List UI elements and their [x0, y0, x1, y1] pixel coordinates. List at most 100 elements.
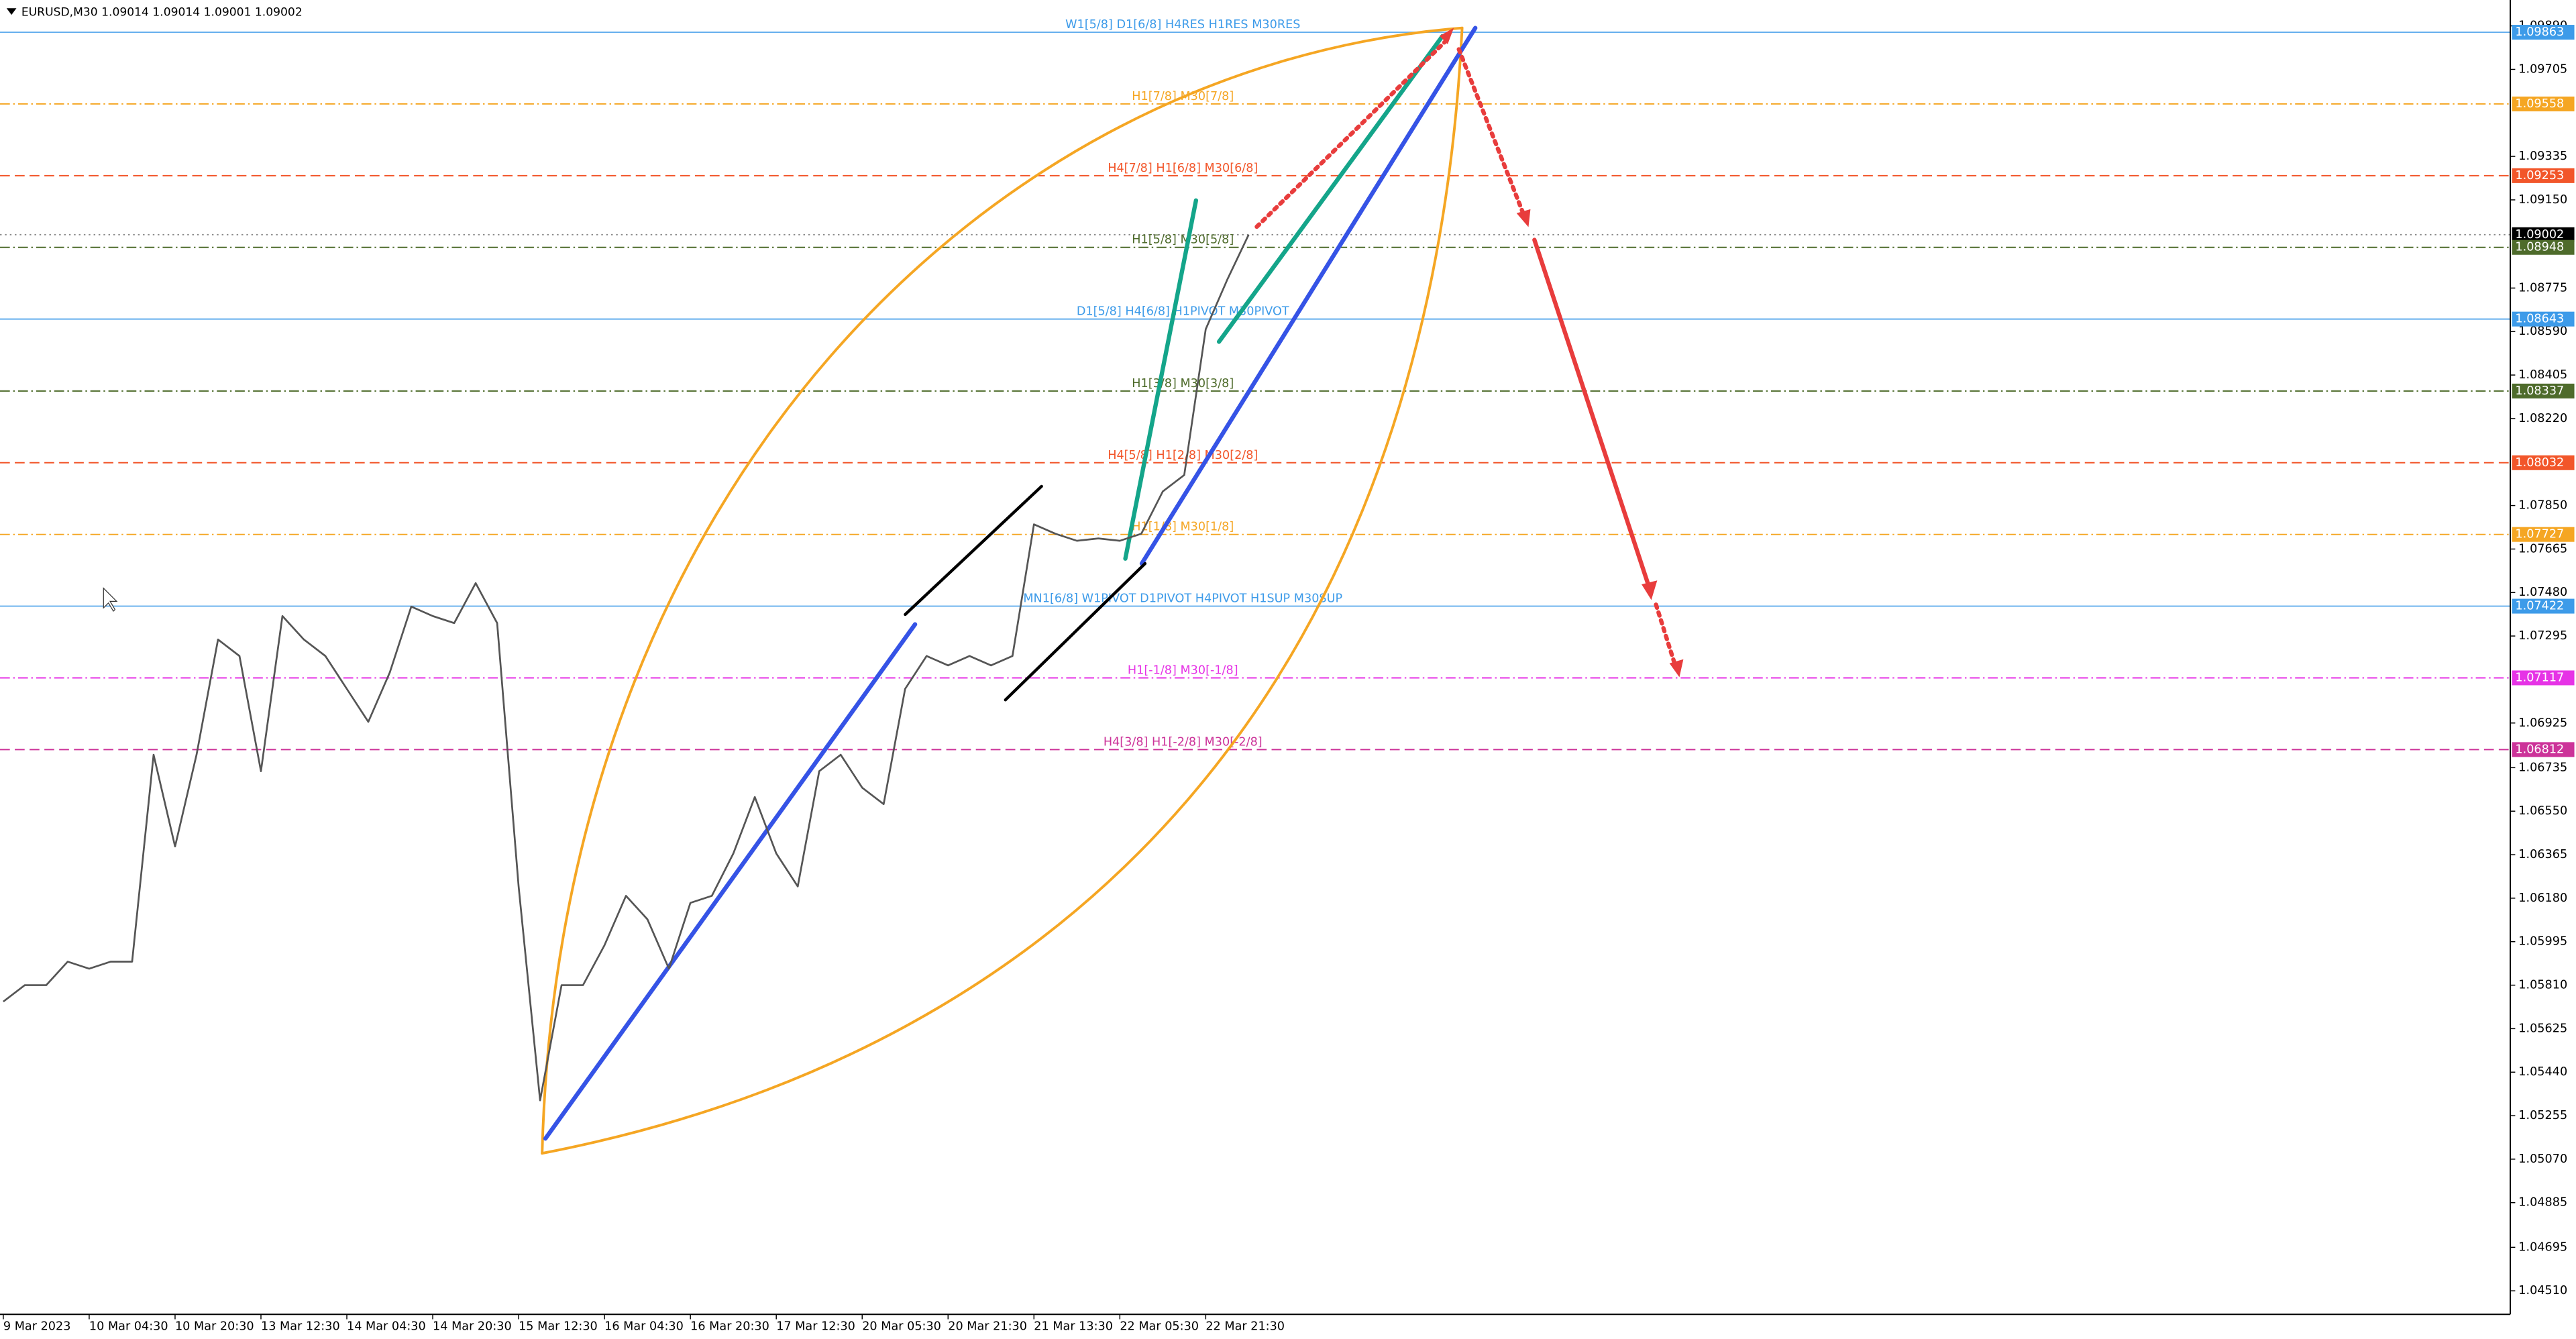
- y-tick-label: 1.04885: [2518, 1196, 2567, 1210]
- wave-line: [1216, 34, 1445, 344]
- x-tick-label: 10 Mar 04:30: [89, 1320, 168, 1334]
- price-box: [2512, 383, 2575, 398]
- y-tick-label: 1.06180: [2518, 892, 2567, 905]
- x-tick-label: 9 Mar 2023: [3, 1320, 71, 1334]
- price-box: [2512, 239, 2575, 255]
- price-box-label: 1.09253: [2515, 169, 2564, 182]
- x-tick-label: 20 Mar 21:30: [948, 1320, 1027, 1334]
- price-box: [2512, 227, 2575, 242]
- y-tick-label: 1.07850: [2518, 499, 2567, 513]
- price-box-label: 1.08643: [2515, 313, 2564, 326]
- y-tick-label: 1.07665: [2518, 542, 2567, 555]
- y-tick-label: 1.08405: [2518, 368, 2567, 382]
- forecast-arrow: [1654, 602, 1678, 670]
- y-tick-label: 1.05070: [2518, 1153, 2567, 1166]
- y-tick-label: 1.06735: [2518, 761, 2567, 774]
- mouse-cursor: [103, 587, 118, 612]
- level-text: H4[3/8] H1[-2/8] M30[-2/8]: [1104, 735, 1263, 749]
- x-tick-label: 13 Mar 12:30: [261, 1320, 340, 1334]
- level-text: D1[5/8] H4[6/8] H1PIVOT M30PIVOT: [1077, 305, 1289, 319]
- drawings: [103, 25, 1684, 1155]
- y-tick-label: 1.05625: [2518, 1022, 2567, 1035]
- y-tick-label: 1.07295: [2518, 629, 2567, 643]
- price-box: [2512, 598, 2575, 614]
- price-box: [2512, 168, 2575, 183]
- price-box: [2512, 96, 2575, 111]
- level-text: H1[3/8] M30[3/8]: [1132, 377, 1234, 390]
- y-tick-label: 1.05440: [2518, 1065, 2567, 1079]
- y-tick-label: 1.05810: [2518, 979, 2567, 992]
- x-tick-label: 22 Mar 21:30: [1205, 1320, 1285, 1334]
- level-text: MN1[6/8] W1PIVOT D1PIVOT H4PIVOT H1SUP M…: [1023, 592, 1342, 606]
- level-text: H1[1/8] M30[1/8]: [1132, 521, 1234, 534]
- price-box: [2512, 670, 2575, 686]
- y-tick-label: 1.05255: [2518, 1109, 2567, 1122]
- y-tick-label: 1.09150: [2518, 193, 2567, 207]
- y-tick-label: 1.06550: [2518, 804, 2567, 818]
- price-box: [2512, 311, 2575, 327]
- price-box: [2512, 25, 2575, 40]
- x-tick-label: 14 Mar 20:30: [433, 1320, 512, 1334]
- price-line: [3, 234, 1250, 1102]
- level-text: W1[5/8] D1[6/8] H4RES H1RES M30RES: [1065, 18, 1300, 32]
- channel-line: [904, 484, 1043, 617]
- level-text: H4[7/8] H1[6/8] M30[6/8]: [1108, 162, 1258, 175]
- price-box-label: 1.07422: [2515, 600, 2564, 613]
- price-box-label: 1.08032: [2515, 456, 2564, 470]
- x-tick-label: 21 Mar 13:30: [1034, 1320, 1113, 1334]
- y-tick-label: 1.05995: [2518, 935, 2567, 949]
- channel-line: [1004, 561, 1147, 702]
- y-tick-label: 1.07480: [2518, 586, 2567, 599]
- arrow-head: [1516, 209, 1531, 227]
- price-box-label: 1.07727: [2515, 528, 2564, 541]
- level-text: H1[5/8] M30[5/8]: [1132, 233, 1234, 247]
- forecast-arrow: [1456, 47, 1527, 219]
- x-tick-label: 10 Mar 20:30: [175, 1320, 254, 1334]
- x-tick-label: 16 Mar 20:30: [690, 1320, 769, 1334]
- price-box-label: 1.09558: [2515, 97, 2564, 111]
- price-box: [2512, 742, 2575, 757]
- trend-line: [543, 622, 918, 1141]
- arrow-head: [1439, 28, 1454, 44]
- x-tick-label: 15 Mar 12:30: [519, 1320, 598, 1334]
- chart-title: EURUSD,M30 1.09014 1.09014 1.09001 1.090…: [21, 5, 303, 19]
- price-box-label: 1.09002: [2515, 228, 2564, 242]
- price-box-label: 1.09863: [2515, 25, 2564, 39]
- price-box-label: 1.06812: [2515, 743, 2564, 756]
- y-tick-label: 1.09705: [2518, 62, 2567, 76]
- y-tick-label: 1.08220: [2518, 412, 2567, 425]
- x-tick-label: 22 Mar 05:30: [1120, 1320, 1199, 1334]
- level-text: H4[5/8] H1[2/8] M30[2/8]: [1108, 449, 1258, 462]
- x-tick-label: 14 Mar 04:30: [347, 1320, 426, 1334]
- menu-arrow: [6, 8, 17, 15]
- y-tick-label: 1.09335: [2518, 150, 2567, 163]
- axes: 1.098901.097051.093351.091501.087751.085…: [3, 19, 2575, 1334]
- y-tick-label: 1.06365: [2518, 848, 2567, 861]
- price-box-label: 1.07117: [2515, 671, 2564, 684]
- y-tick-label: 1.04695: [2518, 1240, 2567, 1254]
- price-box-label: 1.08337: [2515, 384, 2564, 398]
- arc-lower: [541, 26, 1464, 1155]
- y-tick-label: 1.06925: [2518, 716, 2567, 730]
- y-tick-label: 1.04510: [2518, 1284, 2567, 1297]
- y-tick-label: 1.08775: [2518, 281, 2567, 294]
- price-box: [2512, 527, 2575, 542]
- arrow-head: [1669, 659, 1684, 678]
- arrow-head: [1642, 580, 1658, 600]
- price-box-label: 1.08948: [2515, 241, 2564, 254]
- levels: W1[5/8] D1[6/8] H4RES H1RES M30RESH1[7/8…: [0, 18, 2511, 751]
- x-tick-label: 16 Mar 04:30: [604, 1320, 684, 1334]
- forecast-arrow: [1532, 237, 1652, 590]
- y-tick-label: 1.08590: [2518, 325, 2567, 338]
- trend-line: [1139, 25, 1478, 566]
- x-tick-label: 20 Mar 05:30: [862, 1320, 941, 1334]
- level-text: H1[-1/8] M30[-1/8]: [1128, 663, 1238, 677]
- price-box: [2512, 455, 2575, 470]
- wave-line: [1123, 198, 1199, 561]
- series: [3, 234, 1250, 1102]
- arc-upper: [541, 26, 1464, 1155]
- x-tick-label: 17 Mar 12:30: [776, 1320, 855, 1334]
- forecast-arrow: [1254, 39, 1448, 229]
